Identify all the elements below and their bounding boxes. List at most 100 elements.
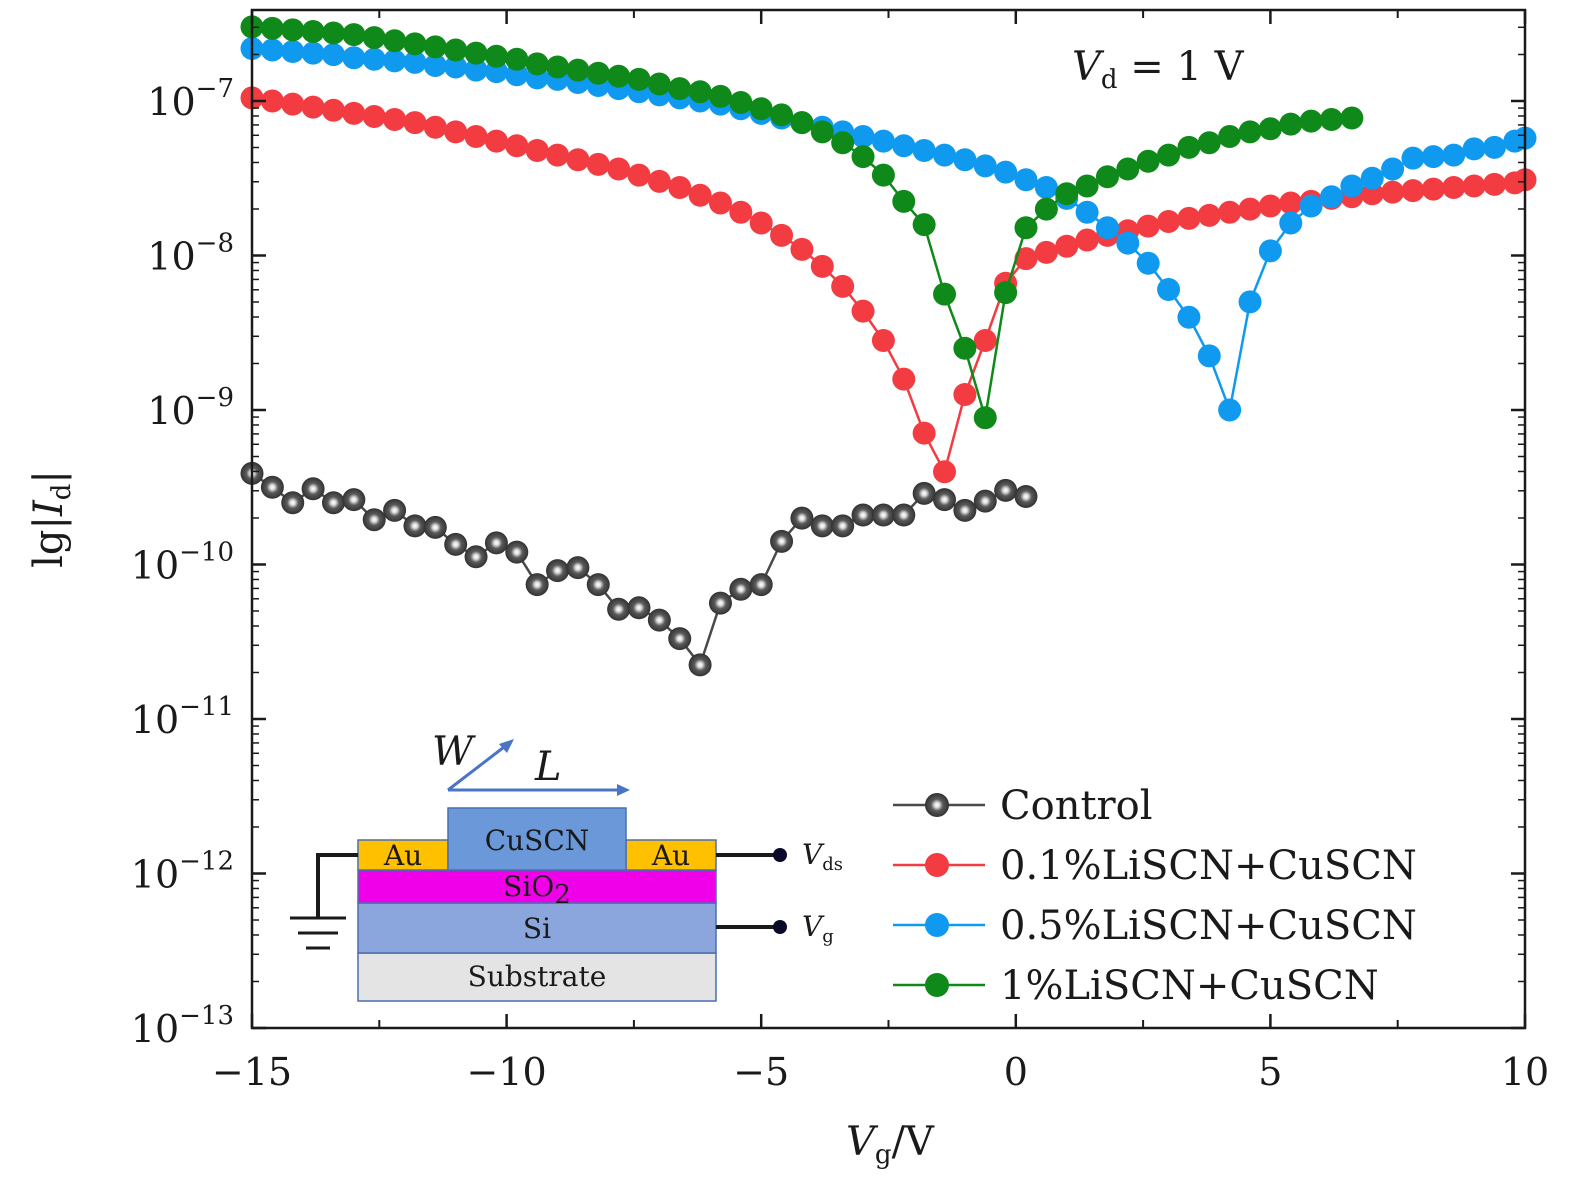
data-point xyxy=(831,514,855,538)
data-point xyxy=(1340,106,1364,130)
data-point xyxy=(301,41,325,65)
data-point xyxy=(1320,185,1344,209)
data-point xyxy=(260,475,284,499)
y-tick-label: 10−9 xyxy=(147,383,234,433)
data-point xyxy=(484,44,508,68)
data-point xyxy=(1320,108,1344,132)
data-point xyxy=(973,406,997,430)
data-point xyxy=(1034,240,1058,264)
data-point xyxy=(953,336,977,360)
data-point xyxy=(607,597,631,621)
data-point xyxy=(627,67,651,91)
data-point xyxy=(464,545,488,569)
data-point xyxy=(912,213,936,237)
vds-terminal-icon xyxy=(773,848,787,862)
y-tick-label: 10−11 xyxy=(131,692,234,742)
w-arrow xyxy=(447,742,509,792)
data-point xyxy=(423,515,447,539)
data-point xyxy=(1442,176,1466,200)
data-point xyxy=(383,498,407,522)
data-point xyxy=(281,491,305,515)
si-label: Si xyxy=(523,912,551,945)
data-point xyxy=(647,72,671,96)
ground-wire xyxy=(316,853,358,918)
data-point xyxy=(627,163,651,187)
data-point xyxy=(586,152,610,176)
data-point xyxy=(1421,177,1445,201)
series-line xyxy=(251,472,1027,668)
x-tick-label: 0 xyxy=(1004,1050,1028,1094)
data-point xyxy=(342,46,366,70)
data-point xyxy=(851,299,875,323)
data-point xyxy=(1218,200,1242,224)
data-point xyxy=(1482,135,1506,159)
data-point xyxy=(729,200,753,224)
vd-annotation: Vd = 1 V xyxy=(1072,44,1245,95)
l-arrowhead-icon xyxy=(617,784,630,796)
data-point xyxy=(1258,239,1282,263)
data-point xyxy=(749,573,773,597)
data-point xyxy=(994,478,1018,502)
data-point xyxy=(444,38,468,62)
data-point xyxy=(871,129,895,153)
data-point xyxy=(1075,174,1099,198)
data-point xyxy=(1279,112,1303,136)
legend-label: Control xyxy=(1000,783,1153,829)
data-point xyxy=(423,35,447,59)
data-point xyxy=(627,596,651,620)
data-point xyxy=(1055,182,1079,206)
data-point xyxy=(810,254,834,278)
data-point xyxy=(342,23,366,47)
w-label: W xyxy=(432,729,476,775)
data-point xyxy=(790,237,814,261)
sio2-layer xyxy=(357,869,717,904)
data-point xyxy=(708,191,732,215)
legend-label: 0.5%LiSCN+CuSCN xyxy=(1000,903,1417,949)
legend: Control 0.1%LiSCN+CuSCN 0.5%LiSCN+CuSCN 1%L… xyxy=(893,783,1417,1009)
data-point xyxy=(403,111,427,135)
data-point xyxy=(933,460,957,484)
data-point xyxy=(383,49,407,73)
data-point xyxy=(1340,174,1364,198)
data-point xyxy=(383,29,407,53)
data-point xyxy=(1482,172,1506,196)
data-point xyxy=(403,514,427,538)
data-point xyxy=(871,503,895,527)
data-point xyxy=(668,176,692,200)
data-point xyxy=(566,148,590,172)
data-point xyxy=(607,157,631,181)
data-point xyxy=(444,532,468,556)
data-point xyxy=(1157,210,1181,234)
data-point xyxy=(729,91,753,115)
data-point xyxy=(1014,485,1038,509)
data-point xyxy=(1177,206,1201,230)
sio2-label: SiO2 xyxy=(503,870,571,910)
data-point xyxy=(688,80,712,104)
data-point xyxy=(953,498,977,522)
data-point xyxy=(892,189,916,213)
data-point xyxy=(1197,344,1221,368)
series-0 xyxy=(240,461,1038,677)
data-point xyxy=(1401,146,1425,170)
data-point xyxy=(1177,135,1201,159)
data-point xyxy=(831,131,855,155)
data-point xyxy=(892,503,916,527)
data-point xyxy=(321,43,345,67)
legend-marker xyxy=(925,853,949,877)
data-point xyxy=(1157,277,1181,301)
data-point xyxy=(362,47,386,71)
y-tick-label: 10−12 xyxy=(131,847,234,897)
vg-label: Vg xyxy=(802,910,834,947)
data-point xyxy=(1238,290,1262,314)
l-label: L xyxy=(534,744,562,790)
data-point xyxy=(851,503,875,527)
data-point xyxy=(566,556,590,580)
data-point xyxy=(1238,120,1262,144)
data-point xyxy=(484,531,508,555)
data-point xyxy=(994,160,1018,184)
y-tick-label: 10−8 xyxy=(147,229,234,279)
data-point xyxy=(301,95,325,119)
data-point xyxy=(1279,211,1303,235)
data-point xyxy=(1034,197,1058,221)
data-point xyxy=(1075,200,1099,224)
